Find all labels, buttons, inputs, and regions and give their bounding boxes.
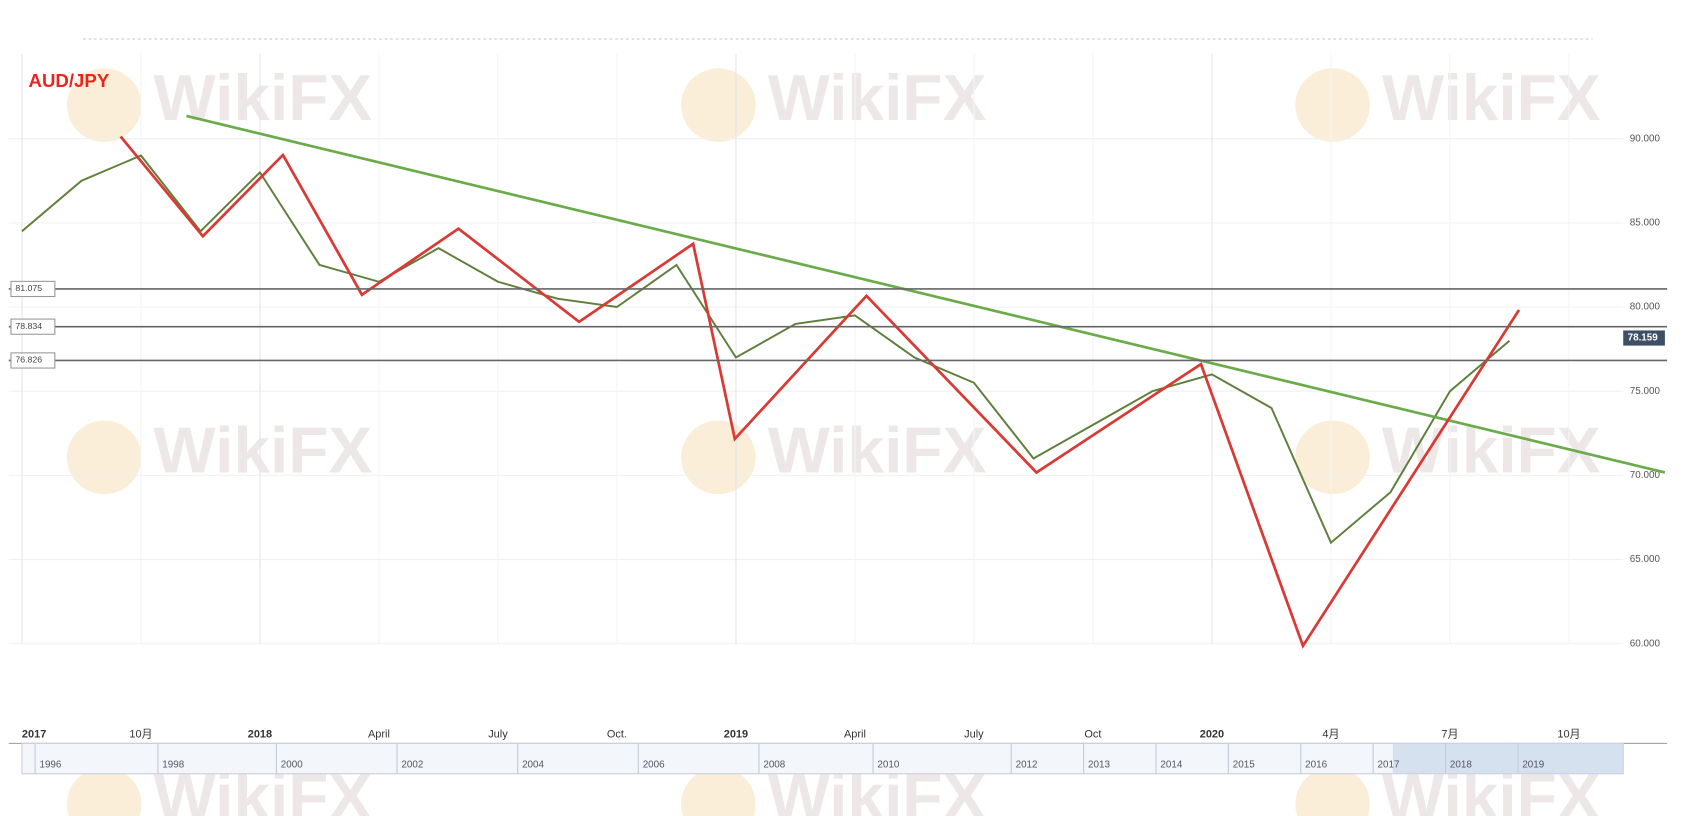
last-price-tag [1623, 330, 1665, 346]
y-tick-label: 75.000 [1630, 386, 1661, 397]
navigator-label: 2018 [1450, 760, 1472, 771]
price-line [21, 154, 1511, 545]
y-tick-label: 60.000 [1630, 638, 1661, 649]
x-tick-label: Oct [1084, 729, 1101, 741]
x-tick-label: 10月 [1557, 729, 1580, 741]
level-tag [10, 280, 56, 298]
watermark-logo [66, 68, 142, 142]
navigator-label: 2008 [763, 760, 785, 771]
navigator-labels: 1996 1998 2000 2002 2004 2006 2008 2010 2012 2013… [34, 743, 1544, 774]
last-price-label: 78.159 [1628, 333, 1659, 344]
x-tick-label: 2020 [1200, 729, 1224, 741]
watermark: WikiFX [154, 61, 373, 134]
chart-title: AUD/JPY [29, 70, 110, 91]
navigator-label: 2016 [1305, 760, 1327, 771]
y-tick-label: 80.000 [1630, 302, 1661, 313]
x-tick-label: July [488, 729, 508, 741]
watermark-logo [681, 68, 756, 142]
x-tick-label: 4月 [1322, 729, 1339, 741]
x-tick-label: July [964, 729, 984, 741]
watermark-logo [681, 420, 756, 495]
y-tick-label: 70.000 [1630, 470, 1661, 481]
navigator-label: 2019 [1522, 760, 1544, 771]
x-tick-label: April [844, 729, 866, 741]
navigator-label: 2002 [401, 760, 423, 771]
navigator-label: 1998 [162, 760, 184, 771]
navigator-label: 2015 [1233, 760, 1255, 771]
watermark-logo [1295, 420, 1370, 495]
level-label: 76.826 [15, 355, 42, 365]
x-tick-label: 2017 [22, 729, 46, 741]
trend-line [186, 114, 1666, 474]
y-tick-label: 65.000 [1630, 554, 1661, 565]
watermark-logo [1295, 68, 1370, 142]
watermark-logo [1295, 767, 1370, 816]
levels: 81.075 78.834 76.826 78.159 [8, 280, 1668, 369]
y-tick-label: 85.000 [1630, 217, 1661, 228]
x-tick-label: Oct. [607, 729, 627, 741]
series [21, 154, 1511, 545]
level-tag [10, 318, 56, 335]
watermark: WikiFX [768, 414, 987, 487]
x-tick-label: 7月 [1441, 729, 1458, 741]
navigator-label: 2012 [1016, 760, 1038, 771]
x-tick-label: 10月 [129, 729, 152, 741]
navigator-label: 2000 [281, 760, 303, 771]
level-tag [10, 352, 56, 369]
watermark: WikiFX [1382, 61, 1601, 134]
navigator-selection[interactable] [1392, 743, 1624, 774]
x-tick-label: 2019 [724, 729, 748, 741]
watermark: WikiFX [768, 61, 987, 134]
zigzag-line [119, 135, 1521, 649]
x-tick-label: April [368, 729, 390, 741]
watermark: WikiFX [1382, 414, 1601, 487]
y-tick-label: 90.000 [1630, 133, 1661, 144]
navigator-label: 1996 [39, 760, 61, 771]
x-tick-label: 2018 [248, 729, 272, 741]
level-label: 81.075 [15, 283, 42, 293]
level-label: 78.834 [15, 321, 42, 331]
navigator [21, 742, 1624, 775]
navigator-label: 2010 [877, 760, 899, 771]
watermark-logo [66, 420, 142, 495]
navigator-label: 2004 [522, 760, 544, 771]
navigator-label: 2013 [1088, 760, 1110, 771]
watermark-logo [681, 767, 756, 816]
navigator-label: 2014 [1160, 760, 1182, 771]
watermark-logo [66, 767, 142, 816]
navigator-label: 2006 [643, 760, 665, 771]
navigator-label: 2017 [1378, 760, 1400, 771]
watermark: WikiFX [154, 414, 373, 487]
